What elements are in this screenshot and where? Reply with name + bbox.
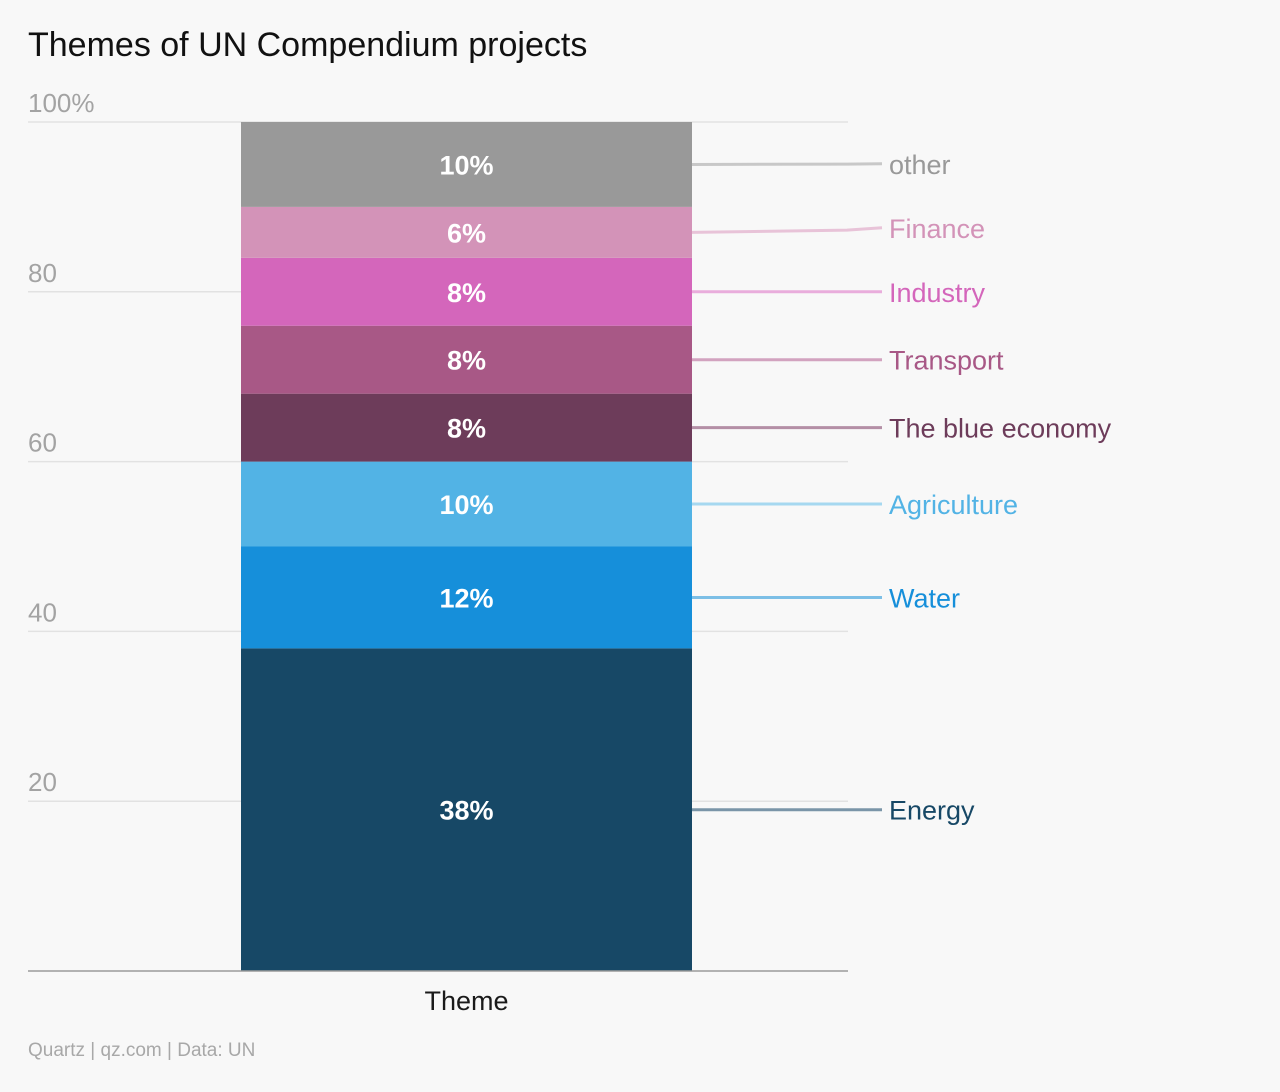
bar-segment-water <box>241 546 692 649</box>
source-note: Quartz | qz.com | Data: UN <box>28 1040 256 1061</box>
bar-segments <box>241 122 692 971</box>
segment-value-the-blue-economy: 8% <box>447 414 486 444</box>
connector-other <box>691 162 883 166</box>
y-axis-ticks: 20 40 60 80 100% <box>28 88 95 797</box>
chart-title: Themes of UN Compendium projects <box>28 26 588 64</box>
legend-label-water: Water <box>889 583 960 613</box>
legend-labels: Energy Water Agriculture The blue economy Tr… <box>889 150 1112 826</box>
category-label: Theme <box>424 986 508 1016</box>
legend-label-other: other <box>889 150 951 180</box>
bar-segment-other <box>241 122 692 207</box>
segment-value-industry: 8% <box>447 278 486 308</box>
bar-segment-the-blue-economy <box>241 393 692 462</box>
segment-value-other: 10% <box>439 150 493 180</box>
segment-value-water: 12% <box>439 583 493 613</box>
bar-segment-finance <box>241 206 692 258</box>
bar-segment-transport <box>241 325 692 394</box>
segment-value-finance: 6% <box>447 218 486 248</box>
bar-segment-agriculture <box>241 461 692 547</box>
legend-connectors <box>691 162 883 812</box>
segment-labels: 38% 12% 10% 8% 8% 8% 6% 10% <box>439 150 493 825</box>
y-tick-label-80: 80 <box>28 258 57 288</box>
y-tick-label-20: 20 <box>28 767 57 797</box>
y-tick-label-40: 40 <box>28 597 57 627</box>
legend-label-energy: Energy <box>889 796 975 826</box>
legend-label-the-blue-economy: The blue economy <box>889 414 1112 444</box>
segment-value-energy: 38% <box>439 796 493 826</box>
y-tick-label-100: 100% <box>28 88 95 118</box>
legend-label-finance: Finance <box>889 214 985 244</box>
bar-segment-industry <box>241 257 692 326</box>
segment-value-agriculture: 10% <box>439 490 493 520</box>
legend-label-agriculture: Agriculture <box>889 490 1018 520</box>
legend-label-transport: Transport <box>889 346 1004 376</box>
legend-label-industry: Industry <box>889 278 986 308</box>
segment-value-transport: 8% <box>447 346 486 376</box>
y-tick-label-60: 60 <box>28 428 57 458</box>
connector-finance <box>691 226 883 234</box>
bar-segment-energy <box>241 648 692 971</box>
